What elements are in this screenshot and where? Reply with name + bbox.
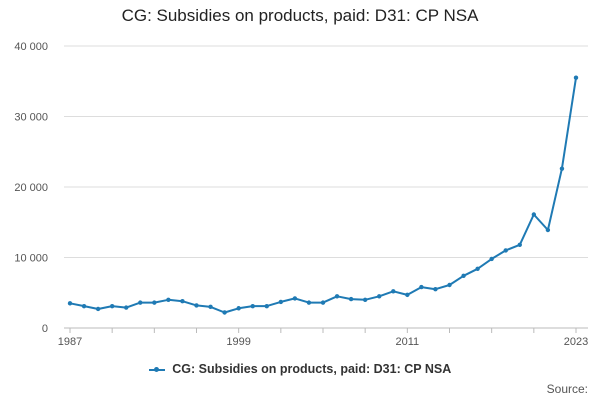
data-point[interactable] bbox=[292, 296, 298, 301]
data-point[interactable] bbox=[348, 296, 354, 302]
series-line bbox=[69, 77, 577, 314]
data-point[interactable] bbox=[461, 273, 466, 279]
legend[interactable]: CG: Subsidies on products, paid: D31: CP… bbox=[0, 362, 600, 376]
data-point[interactable] bbox=[67, 301, 73, 306]
data-point[interactable] bbox=[489, 256, 494, 262]
y-tick-label: 40 000 bbox=[14, 41, 48, 53]
legend-swatch bbox=[148, 367, 165, 373]
data-point[interactable] bbox=[208, 304, 213, 310]
data-point[interactable] bbox=[250, 303, 255, 309]
data-point[interactable] bbox=[419, 284, 424, 290]
data-point[interactable] bbox=[475, 266, 480, 271]
data-point[interactable] bbox=[362, 297, 368, 302]
data-point[interactable] bbox=[447, 282, 452, 288]
data-point[interactable] bbox=[559, 166, 565, 171]
data-point[interactable] bbox=[573, 75, 579, 80]
data-point[interactable] bbox=[222, 310, 227, 315]
data-point[interactable] bbox=[433, 287, 438, 292]
axes: 0 10 000 20 000 30 000 40 000 1987 1999 2011 202… bbox=[14, 41, 588, 348]
gridlines bbox=[64, 45, 588, 329]
data-point[interactable] bbox=[517, 242, 522, 248]
data-point[interactable] bbox=[81, 303, 87, 309]
data-point[interactable] bbox=[405, 292, 410, 298]
data-point[interactable] bbox=[334, 294, 340, 299]
x-tick-label: 2011 bbox=[396, 336, 420, 348]
y-tick-label: 10 000 bbox=[14, 253, 48, 265]
data-point[interactable] bbox=[166, 297, 171, 302]
x-tick-label: 1999 bbox=[226, 336, 250, 348]
data-point[interactable] bbox=[306, 300, 312, 305]
data-point[interactable] bbox=[95, 306, 101, 312]
data-point[interactable] bbox=[180, 299, 185, 304]
y-tick-label: 0 bbox=[42, 323, 48, 335]
data-point[interactable] bbox=[391, 289, 396, 294]
data-point[interactable] bbox=[264, 303, 269, 309]
data-point[interactable] bbox=[152, 300, 157, 305]
y-tick-label: 30 000 bbox=[14, 112, 48, 124]
data-point[interactable] bbox=[503, 248, 508, 253]
x-tick-label: 1987 bbox=[58, 336, 82, 348]
legend-label: CG: Subsidies on products, paid: D31: CP… bbox=[172, 362, 452, 376]
source-label: Source: bbox=[546, 382, 588, 396]
data-point[interactable] bbox=[377, 294, 382, 299]
chart-title: CG: Subsidies on products, paid: D31: CP… bbox=[121, 6, 479, 25]
data-point[interactable] bbox=[531, 212, 537, 217]
data-point[interactable] bbox=[236, 306, 241, 311]
data-point[interactable] bbox=[124, 305, 129, 310]
data-point[interactable] bbox=[138, 300, 143, 305]
series-layer bbox=[67, 75, 579, 315]
data-point[interactable] bbox=[109, 303, 115, 309]
data-point[interactable] bbox=[320, 300, 326, 305]
data-point[interactable] bbox=[545, 227, 551, 233]
y-tick-label: 20 000 bbox=[14, 182, 48, 194]
data-point[interactable] bbox=[278, 299, 284, 305]
x-tick-label: 2023 bbox=[564, 336, 588, 348]
data-point[interactable] bbox=[194, 303, 199, 308]
